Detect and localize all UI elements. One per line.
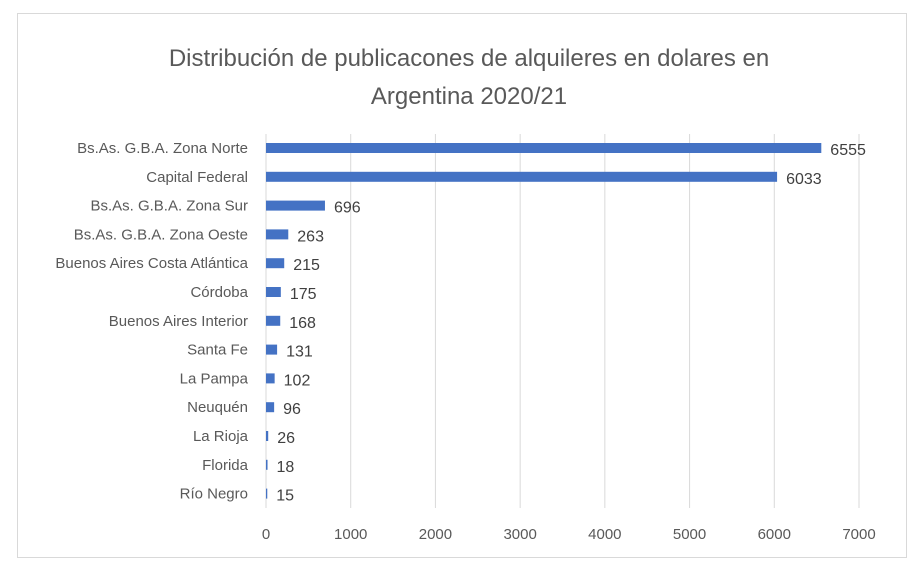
- bar: [266, 402, 275, 413]
- x-tick-label: 5000: [673, 526, 706, 543]
- chart-title-line-1: Distribución de publicacones de alquiler…: [169, 45, 769, 72]
- data-label: 168: [289, 315, 316, 332]
- chart-title-line-2: Argentina 2020/21: [371, 83, 567, 110]
- x-tick-label: 1000: [334, 526, 367, 543]
- category-label: La Rioja: [193, 428, 249, 445]
- x-tick-label: 3000: [503, 526, 536, 543]
- data-label: 263: [297, 228, 324, 245]
- x-tick-label: 2000: [419, 526, 452, 543]
- bar: [266, 143, 822, 153]
- bar: [266, 171, 778, 182]
- x-tick-label: 0: [262, 526, 270, 543]
- category-label: Florida: [202, 457, 249, 474]
- category-label: Córdoba: [190, 284, 248, 301]
- bar: [266, 200, 325, 211]
- x-tick-label: 4000: [588, 526, 621, 543]
- x-tick-label: 7000: [842, 526, 875, 543]
- category-label: Bs.As. G.B.A. Zona Norte: [77, 140, 248, 157]
- data-label: 215: [293, 257, 320, 274]
- data-label: 18: [277, 459, 295, 476]
- category-label: Bs.As. G.B.A. Zona Oeste: [74, 226, 248, 243]
- bar: [266, 287, 281, 297]
- data-label: 26: [277, 430, 295, 447]
- data-label: 696: [334, 200, 361, 217]
- bar: [266, 488, 268, 499]
- category-label: Santa Fe: [187, 342, 248, 359]
- category-label: Río Negro: [180, 486, 248, 503]
- bar: [266, 229, 289, 240]
- bar: [266, 315, 281, 326]
- data-label: 175: [290, 286, 317, 303]
- bar: [266, 258, 285, 269]
- chart-frame: [17, 13, 907, 558]
- bar: [266, 344, 278, 355]
- category-label: La Pampa: [180, 370, 249, 387]
- data-label: 15: [276, 488, 294, 505]
- bar: [266, 373, 275, 384]
- category-label: Buenos Aires Costa Atlántica: [55, 255, 248, 272]
- x-tick-label: 6000: [758, 526, 791, 543]
- category-label: Neuquén: [187, 399, 248, 416]
- data-label: 6033: [786, 171, 822, 188]
- category-label: Buenos Aires Interior: [109, 313, 248, 330]
- bar: [266, 459, 268, 470]
- bar: [266, 431, 269, 441]
- category-label: Capital Federal: [146, 169, 248, 186]
- data-label: 102: [284, 372, 311, 389]
- category-label: Bs.As. G.B.A. Zona Sur: [90, 198, 248, 215]
- data-label: 6555: [830, 142, 866, 159]
- data-label: 96: [283, 401, 301, 418]
- data-label: 131: [286, 344, 313, 361]
